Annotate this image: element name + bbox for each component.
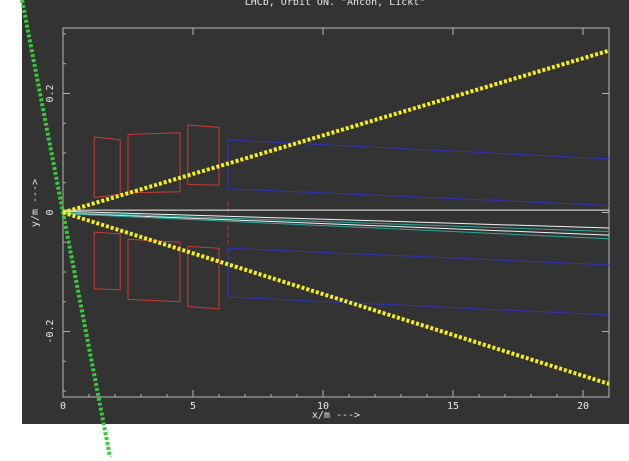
x-tick-label: 0: [60, 401, 66, 412]
series-teal-14: [62, 213, 610, 240]
series-teal-13: [62, 212, 610, 232]
series-red-2: [187, 124, 220, 186]
x-tick-label: 5: [190, 401, 196, 412]
y-tick-label: 0.2: [45, 84, 56, 102]
y-tick-label: 0: [45, 209, 56, 215]
series-blue-9: [227, 247, 610, 316]
x-axis-label: x/m --->: [312, 410, 360, 421]
series-red-4: [127, 238, 181, 303]
x-tick-label: 10: [317, 401, 329, 412]
plot-background: [22, 0, 629, 424]
x-tick-label: 20: [577, 401, 589, 412]
series-white-12: [62, 212, 610, 236]
series-white-11: [62, 210, 610, 229]
series-red-5: [187, 245, 220, 310]
y-axis-label: y/m --->: [30, 179, 41, 227]
series-red-1: [127, 132, 181, 194]
x-tick-label: 15: [447, 401, 459, 412]
series-yellow-17: [62, 210, 610, 386]
series-red-3: [93, 231, 121, 291]
y-tick-label: -0.2: [45, 319, 56, 343]
chart-title: LHCb, Orbit ON. "Ahcoh, Lickt": [245, 0, 426, 8]
